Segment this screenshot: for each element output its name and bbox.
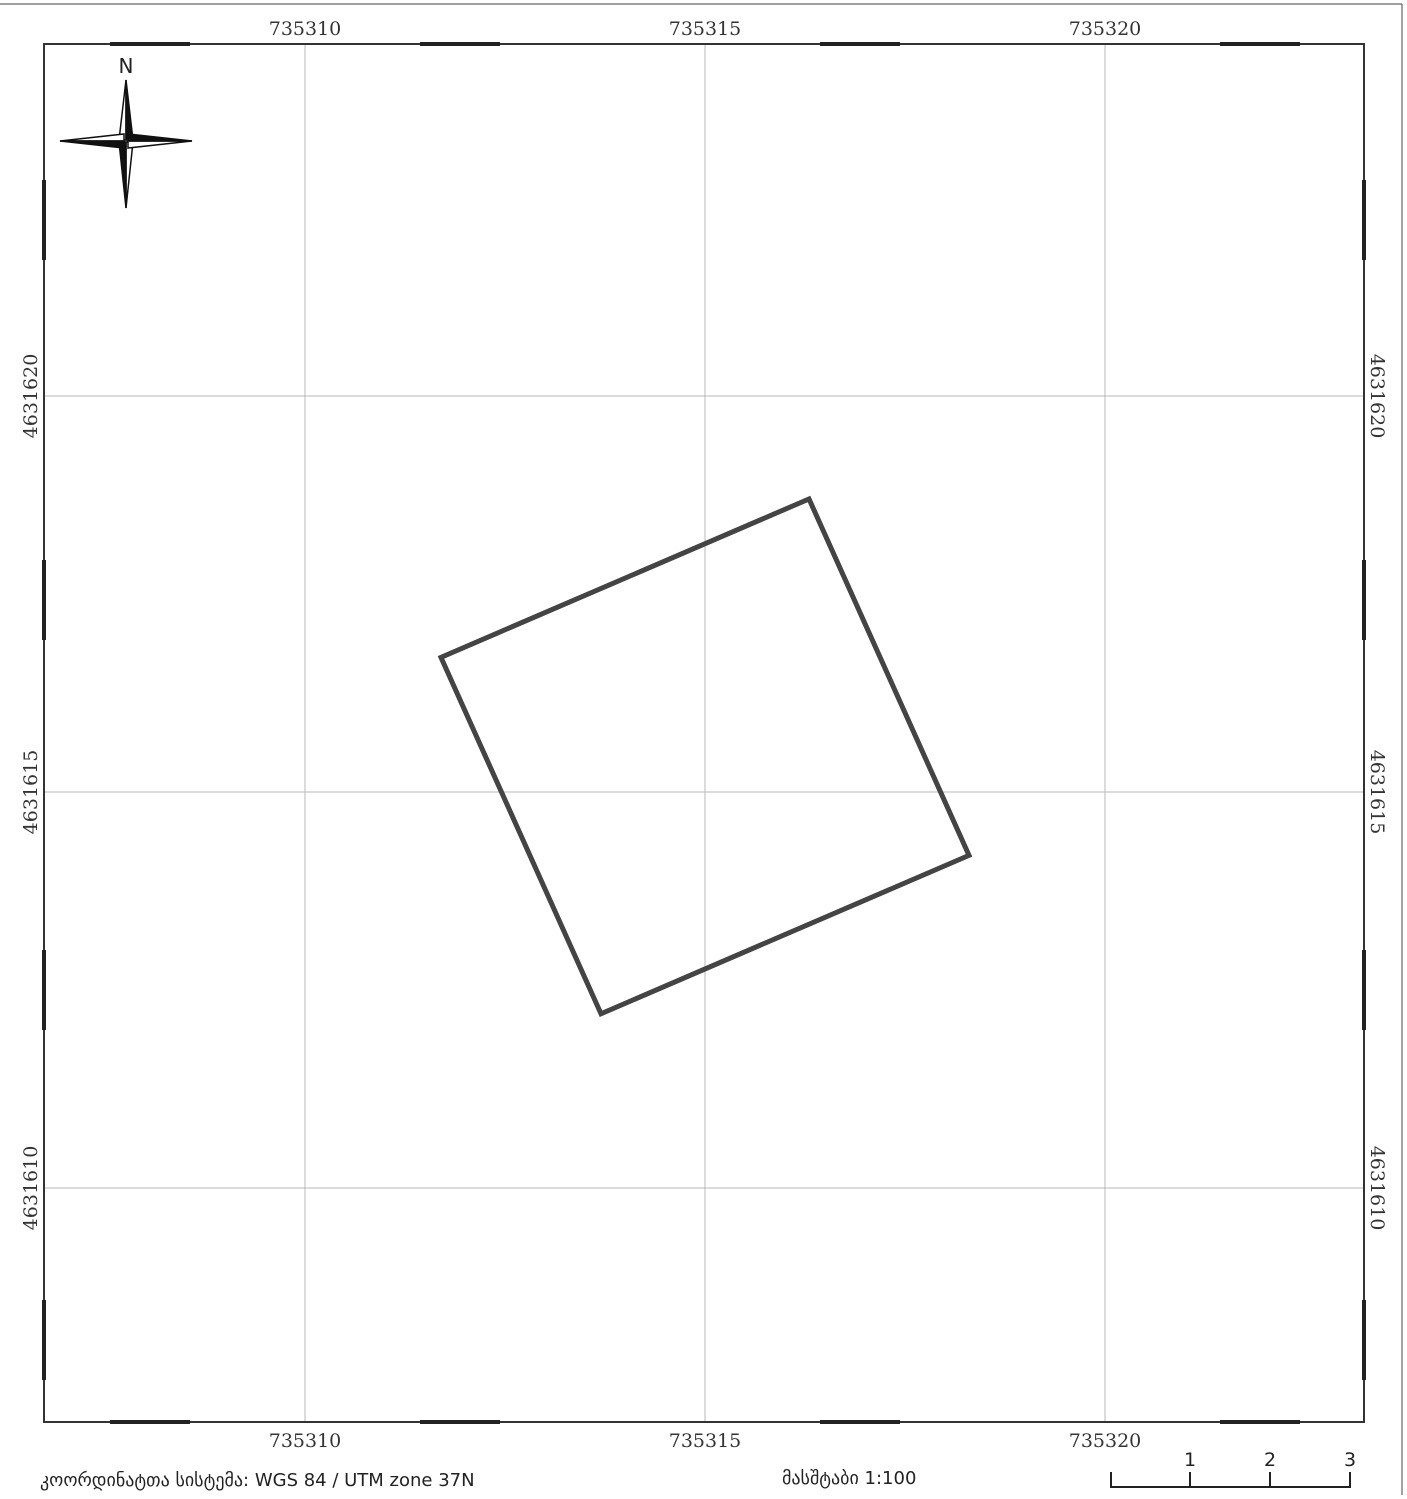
scale-bar: 1 2 3 [1110,1449,1356,1488]
x-tick-label-bottom: 735315 [669,1430,742,1452]
y-tick-label-left: 4631615 [20,750,42,835]
north-arrow-icon: N [59,54,193,209]
y-tick-label-left: 4631610 [20,1146,42,1231]
coordinate-system-text: კოორდინატთა სისტემა: WGS 84 / UTM zone 3… [40,1470,475,1491]
y-tick-label-right: 4631620 [1366,354,1388,439]
scale-label-2: 2 [1264,1449,1276,1471]
y-tick-label-right: 4631610 [1366,1146,1388,1231]
parcel-polygon [437,495,973,1018]
scale-label-3: 3 [1344,1449,1356,1471]
x-tick-label-top: 735315 [669,18,742,40]
x-tick-label-bottom: 735310 [269,1430,342,1452]
x-tick-label-bottom: 735320 [1069,1430,1142,1452]
frame-dashes [42,42,1366,1424]
y-tick-label-right: 4631615 [1366,750,1388,835]
map-frame [43,43,1365,1423]
grid-labels: 735310 735310 735315 735315 735320 735320 4631… [20,18,1388,1452]
scale-text: მასშტაბი 1:100 [782,1468,917,1489]
x-tick-label-top: 735310 [269,18,342,40]
north-label: N [119,54,134,78]
coordinate-grid [44,44,1364,1422]
x-tick-label-top: 735320 [1069,18,1142,40]
scale-label-1: 1 [1184,1449,1196,1471]
y-tick-label-left: 4631620 [20,354,42,439]
